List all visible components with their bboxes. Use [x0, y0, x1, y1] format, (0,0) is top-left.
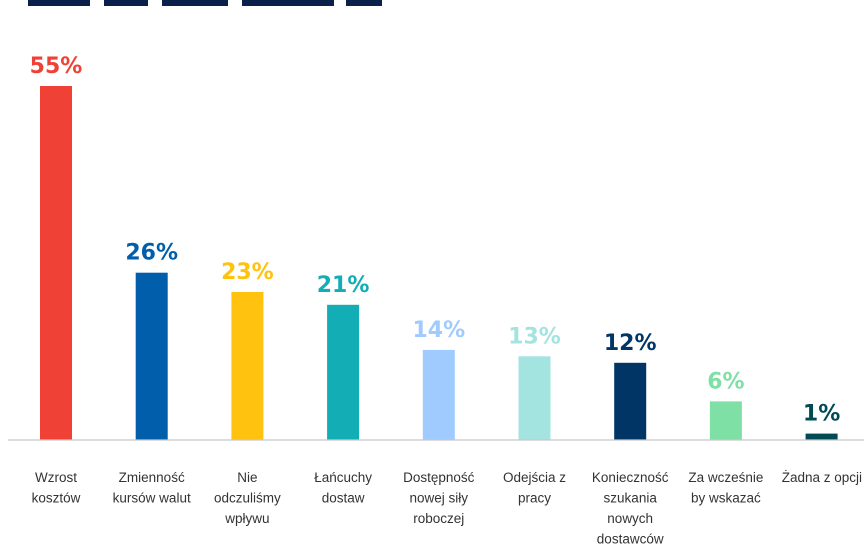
category-label: Nie: [237, 470, 257, 485]
bar-1: [40, 86, 72, 440]
category-label: dostaw: [322, 491, 365, 506]
bar-9: [805, 433, 838, 440]
category-label: szukania: [604, 491, 658, 506]
category-label: kursów walut: [113, 491, 191, 506]
bar-value-label: 23%: [221, 260, 274, 285]
category-label: roboczej: [413, 511, 464, 526]
bar-value-label: 12%: [604, 331, 657, 356]
category-label: wpływu: [224, 511, 269, 526]
category-label: nowych: [607, 511, 653, 526]
category-label: Dostępność: [403, 470, 475, 485]
category-label: Łańcuchy: [314, 470, 372, 485]
category-label: kosztów: [32, 491, 81, 506]
bar-value-label: 14%: [412, 318, 465, 343]
bar-3: [231, 292, 264, 440]
category-label: dostawców: [597, 532, 664, 544]
category-label: Odejścia z: [503, 470, 566, 485]
category-labels-group: Wzrost kosztów Zmienność kursów walut Nie odc…: [32, 470, 862, 544]
category-label: odczuliśmy: [214, 491, 281, 506]
bar-value-label: 6%: [707, 369, 744, 394]
category-label: pracy: [518, 491, 551, 506]
category-label: Konieczność: [592, 470, 669, 485]
category-label: Za wcześnie: [688, 470, 763, 485]
category-label: Wzrost: [35, 470, 77, 485]
chart-title-clipped: [28, 0, 382, 6]
bar-5: [422, 349, 455, 440]
category-label: nowej siły: [410, 491, 469, 506]
bar-value-label: 55%: [30, 54, 83, 79]
bar-8: [709, 401, 742, 440]
bar-value-label: 26%: [125, 241, 178, 266]
bar-value-label: 21%: [317, 273, 370, 298]
bars-group: [40, 86, 838, 440]
value-labels-group: 55% 26% 23% 21% 14% 13% 12% 6% 1%: [30, 54, 841, 427]
bar-6: [518, 356, 551, 440]
bar-2: [135, 272, 168, 440]
bar-value-label: 13%: [508, 324, 561, 349]
bar-value-label: 1%: [803, 402, 840, 427]
category-label: Żadna z opcji: [782, 470, 862, 485]
bar-7: [614, 362, 647, 440]
category-label: Zmienność: [119, 470, 185, 485]
bar-4: [327, 304, 360, 440]
category-label: by wskazać: [691, 491, 761, 506]
